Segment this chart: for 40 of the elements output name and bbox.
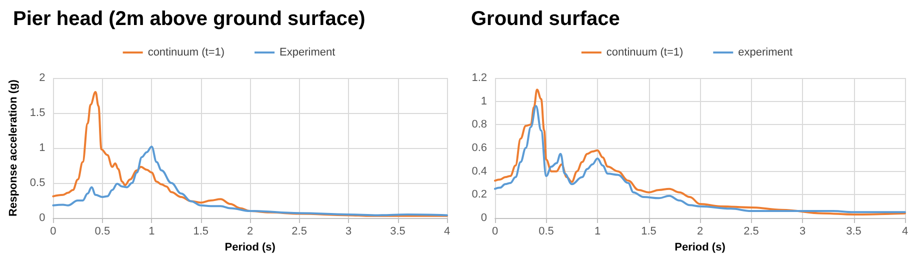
legend-label: continuum (t=1) bbox=[148, 46, 225, 58]
x-tick-label: 4 bbox=[444, 226, 450, 238]
line-series bbox=[52, 146, 448, 216]
legend-label: Experiment bbox=[280, 46, 336, 58]
x-tick-label: 4 bbox=[902, 226, 908, 238]
y-axis-title: Response acceleration (g) bbox=[8, 79, 20, 216]
y-tick-label: 0 bbox=[480, 212, 487, 224]
x-tick-label: 0.5 bbox=[94, 226, 110, 238]
legend-label: continuum (t=1) bbox=[606, 46, 684, 58]
y-tick-label: 1 bbox=[480, 95, 487, 108]
x-tick-label: 1.5 bbox=[193, 226, 209, 238]
x-tick-label: 0.5 bbox=[538, 226, 554, 238]
y-tick-label: 0.4 bbox=[472, 165, 487, 178]
legend-label: experiment bbox=[738, 46, 793, 58]
x-tick-label: 2 bbox=[696, 226, 704, 238]
y-tick-label: 1 bbox=[39, 142, 46, 154]
x-tick-label: 1 bbox=[594, 226, 601, 238]
x-tick-label: 2.5 bbox=[744, 226, 759, 238]
chart-title: Pier head (2m above ground surface) bbox=[13, 8, 366, 30]
x-tick-label: 0 bbox=[492, 226, 498, 238]
y-tick-label: 1.2 bbox=[472, 72, 487, 84]
x-tick-label: 3.5 bbox=[390, 226, 406, 238]
x-tick-label: 3 bbox=[799, 226, 806, 238]
y-tick-label: 0.5 bbox=[30, 177, 46, 189]
x-tick-label: 3 bbox=[345, 226, 352, 238]
x-tick-label: 2 bbox=[247, 226, 254, 238]
x-axis-title: Period (s) bbox=[674, 241, 726, 254]
y-tick-label: 2 bbox=[39, 72, 46, 84]
y-tick-label: 1.5 bbox=[30, 107, 46, 119]
chart-title: Ground surface bbox=[471, 8, 620, 30]
x-tick-label: 2.5 bbox=[292, 226, 307, 238]
y-tick-label: 0.8 bbox=[472, 118, 487, 131]
x-tick-label: 0 bbox=[50, 226, 56, 238]
y-tick-label: 0.6 bbox=[472, 142, 487, 154]
x-axis-title: Period (s) bbox=[224, 241, 276, 254]
y-tick-label: 0 bbox=[39, 212, 46, 224]
x-tick-label: 1 bbox=[148, 226, 155, 238]
x-tick-label: 3.5 bbox=[846, 226, 862, 238]
x-tick-label: 1.5 bbox=[641, 226, 656, 238]
y-tick-label: 0.2 bbox=[472, 188, 487, 201]
